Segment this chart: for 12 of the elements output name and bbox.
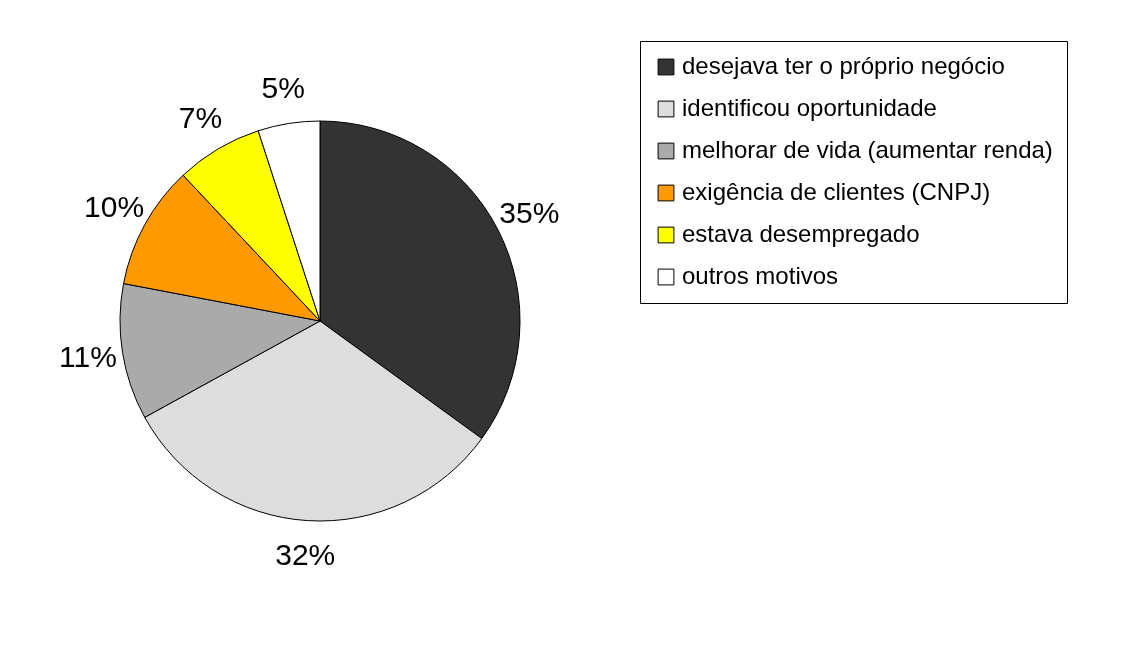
data-label: 5%	[261, 70, 305, 104]
data-label: 7%	[178, 100, 223, 134]
data-label: 32%	[275, 537, 336, 571]
legend-label: melhorar de vida (aumentar renda)	[682, 136, 1053, 163]
legend-label: exigência de clientes (CNPJ)	[682, 178, 991, 205]
legend-label: identificou oportunidade	[682, 94, 937, 121]
data-label: 10%	[84, 189, 145, 223]
data-label: 35%	[499, 196, 560, 230]
data-label: 11%	[58, 339, 117, 373]
legend-label: outros motivos	[682, 262, 839, 289]
legend-label: desejava ter o próprio negócio	[682, 52, 1005, 79]
legend-label: estava desempregado	[682, 220, 920, 247]
